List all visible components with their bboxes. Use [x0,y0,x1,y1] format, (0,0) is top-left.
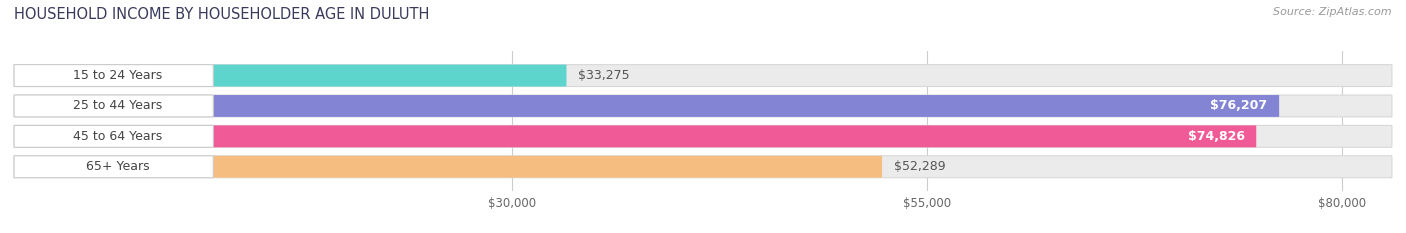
FancyBboxPatch shape [14,65,1392,86]
FancyBboxPatch shape [14,95,1392,117]
Text: 25 to 44 Years: 25 to 44 Years [73,99,162,113]
Text: $74,826: $74,826 [1188,130,1244,143]
FancyBboxPatch shape [14,156,882,178]
Text: HOUSEHOLD INCOME BY HOUSEHOLDER AGE IN DULUTH: HOUSEHOLD INCOME BY HOUSEHOLDER AGE IN D… [14,7,429,22]
FancyBboxPatch shape [14,125,1256,147]
FancyBboxPatch shape [14,65,567,86]
FancyBboxPatch shape [14,125,214,147]
Text: 65+ Years: 65+ Years [86,160,149,173]
FancyBboxPatch shape [14,95,214,117]
FancyBboxPatch shape [14,125,1392,147]
Text: $33,275: $33,275 [578,69,630,82]
FancyBboxPatch shape [14,95,1279,117]
FancyBboxPatch shape [14,65,214,86]
Text: Source: ZipAtlas.com: Source: ZipAtlas.com [1274,7,1392,17]
Text: 45 to 64 Years: 45 to 64 Years [73,130,162,143]
Text: 15 to 24 Years: 15 to 24 Years [73,69,162,82]
FancyBboxPatch shape [14,156,1392,178]
Text: $52,289: $52,289 [894,160,945,173]
FancyBboxPatch shape [14,156,214,178]
Text: $76,207: $76,207 [1211,99,1268,113]
